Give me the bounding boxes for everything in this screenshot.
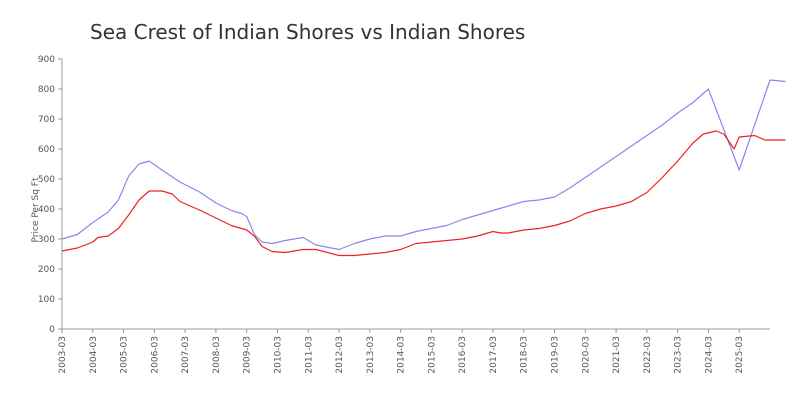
x-tick-label: 2008-03 [212, 336, 222, 374]
x-tick-label: 2004-03 [89, 336, 99, 374]
x-tick-label: 2013-03 [366, 336, 376, 374]
y-tick-label: 900 [38, 55, 55, 65]
x-tick-label: 2023-03 [674, 336, 684, 374]
x-tick-label: 2025-03 [735, 336, 745, 374]
y-axis: 0 100 200 300 400 500 600 700 800 900 [38, 55, 63, 335]
x-tick-label: 2024-03 [704, 336, 714, 374]
y-tick-label: 100 [38, 295, 55, 305]
x-tick-label: 2015-03 [427, 336, 437, 374]
x-tick-label: 2011-03 [304, 336, 314, 374]
x-tick-label: 2020-03 [581, 336, 591, 374]
y-tick-label: 600 [38, 145, 55, 155]
x-tick-label: 2010-03 [273, 336, 283, 374]
x-tick-label: 2021-03 [612, 336, 622, 374]
y-tick-label: 200 [38, 265, 55, 275]
y-tick-label: 700 [38, 115, 55, 125]
x-tick-label: 2009-03 [243, 336, 253, 374]
x-tick-label: 2003-03 [58, 336, 68, 374]
x-tick-label: 2014-03 [397, 336, 407, 374]
x-tick-label: 2017-03 [489, 336, 499, 374]
y-axis-label: Price Per Sq Ft [31, 177, 41, 242]
x-tick-label: 2007-03 [181, 336, 191, 374]
x-tick-label: 2016-03 [458, 336, 468, 374]
series-line-1 [61, 79, 786, 251]
x-axis: 2003-03 2004-03 2005-03 2006-03 2007-03 2008-… [58, 328, 770, 374]
series-layer [61, 79, 786, 257]
x-tick-label: 2019-03 [551, 336, 561, 374]
chart-title: Sea Crest of Indian Shores vs Indian Sho… [90, 20, 526, 44]
x-tick-label: 2006-03 [150, 336, 160, 374]
x-tick-label: 2005-03 [120, 336, 130, 374]
y-tick-label: 800 [38, 85, 55, 95]
x-tick-label: 2022-03 [643, 336, 653, 374]
y-tick-label: 300 [38, 235, 55, 245]
x-tick-label: 2018-03 [520, 336, 530, 374]
series-line-2 [61, 130, 786, 257]
y-tick-label: 0 [49, 325, 55, 335]
y-tick-label: 500 [38, 175, 55, 185]
y-tick-label: 400 [38, 205, 55, 215]
x-tick-label: 2012-03 [335, 336, 345, 374]
